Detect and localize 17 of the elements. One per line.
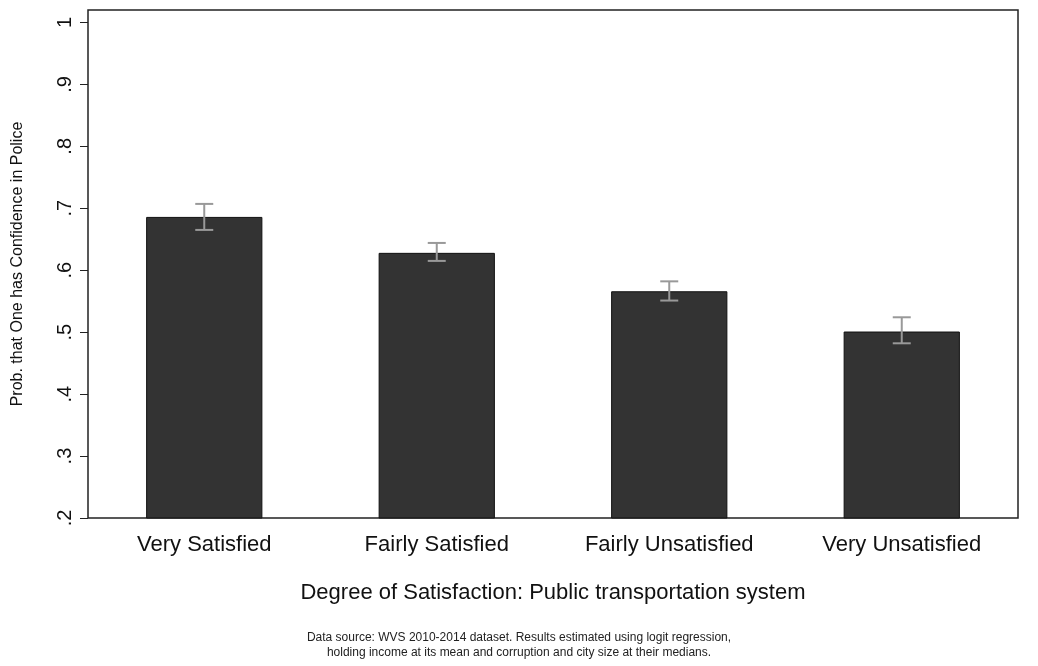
y-tick-label: .7 bbox=[53, 199, 75, 217]
y-tick-label: .4 bbox=[53, 385, 75, 403]
x-tick-label: Very Unsatisfied bbox=[822, 530, 982, 556]
text: holding income at its mean and corruption and city size at their medians. bbox=[326, 645, 712, 659]
y-tick-label: .2 bbox=[53, 509, 75, 527]
source-note: Data source: WVS 2010-2014 dataset. Results estimated using logit regression, bbox=[306, 630, 732, 644]
x-axis-title: Degree of Satisfaction: Public transportation system bbox=[300, 578, 806, 604]
y-tick-label: .6 bbox=[53, 261, 75, 279]
x-tick-label: Very Satisfied bbox=[136, 530, 272, 556]
y-tick-label: .3 bbox=[53, 447, 75, 465]
x-tick-label: Fairly Satisfied bbox=[364, 530, 509, 556]
x-tick-label: Fairly Unsatisfied bbox=[584, 530, 754, 556]
y-tick-label: .5 bbox=[53, 323, 75, 341]
y-tick-label: .9 bbox=[53, 76, 75, 93]
y-axis-title: Prob. that One has Confidence in Police bbox=[7, 121, 25, 407]
y-tick-label: 1 bbox=[53, 16, 75, 28]
y-tick-label: .8 bbox=[53, 137, 75, 155]
